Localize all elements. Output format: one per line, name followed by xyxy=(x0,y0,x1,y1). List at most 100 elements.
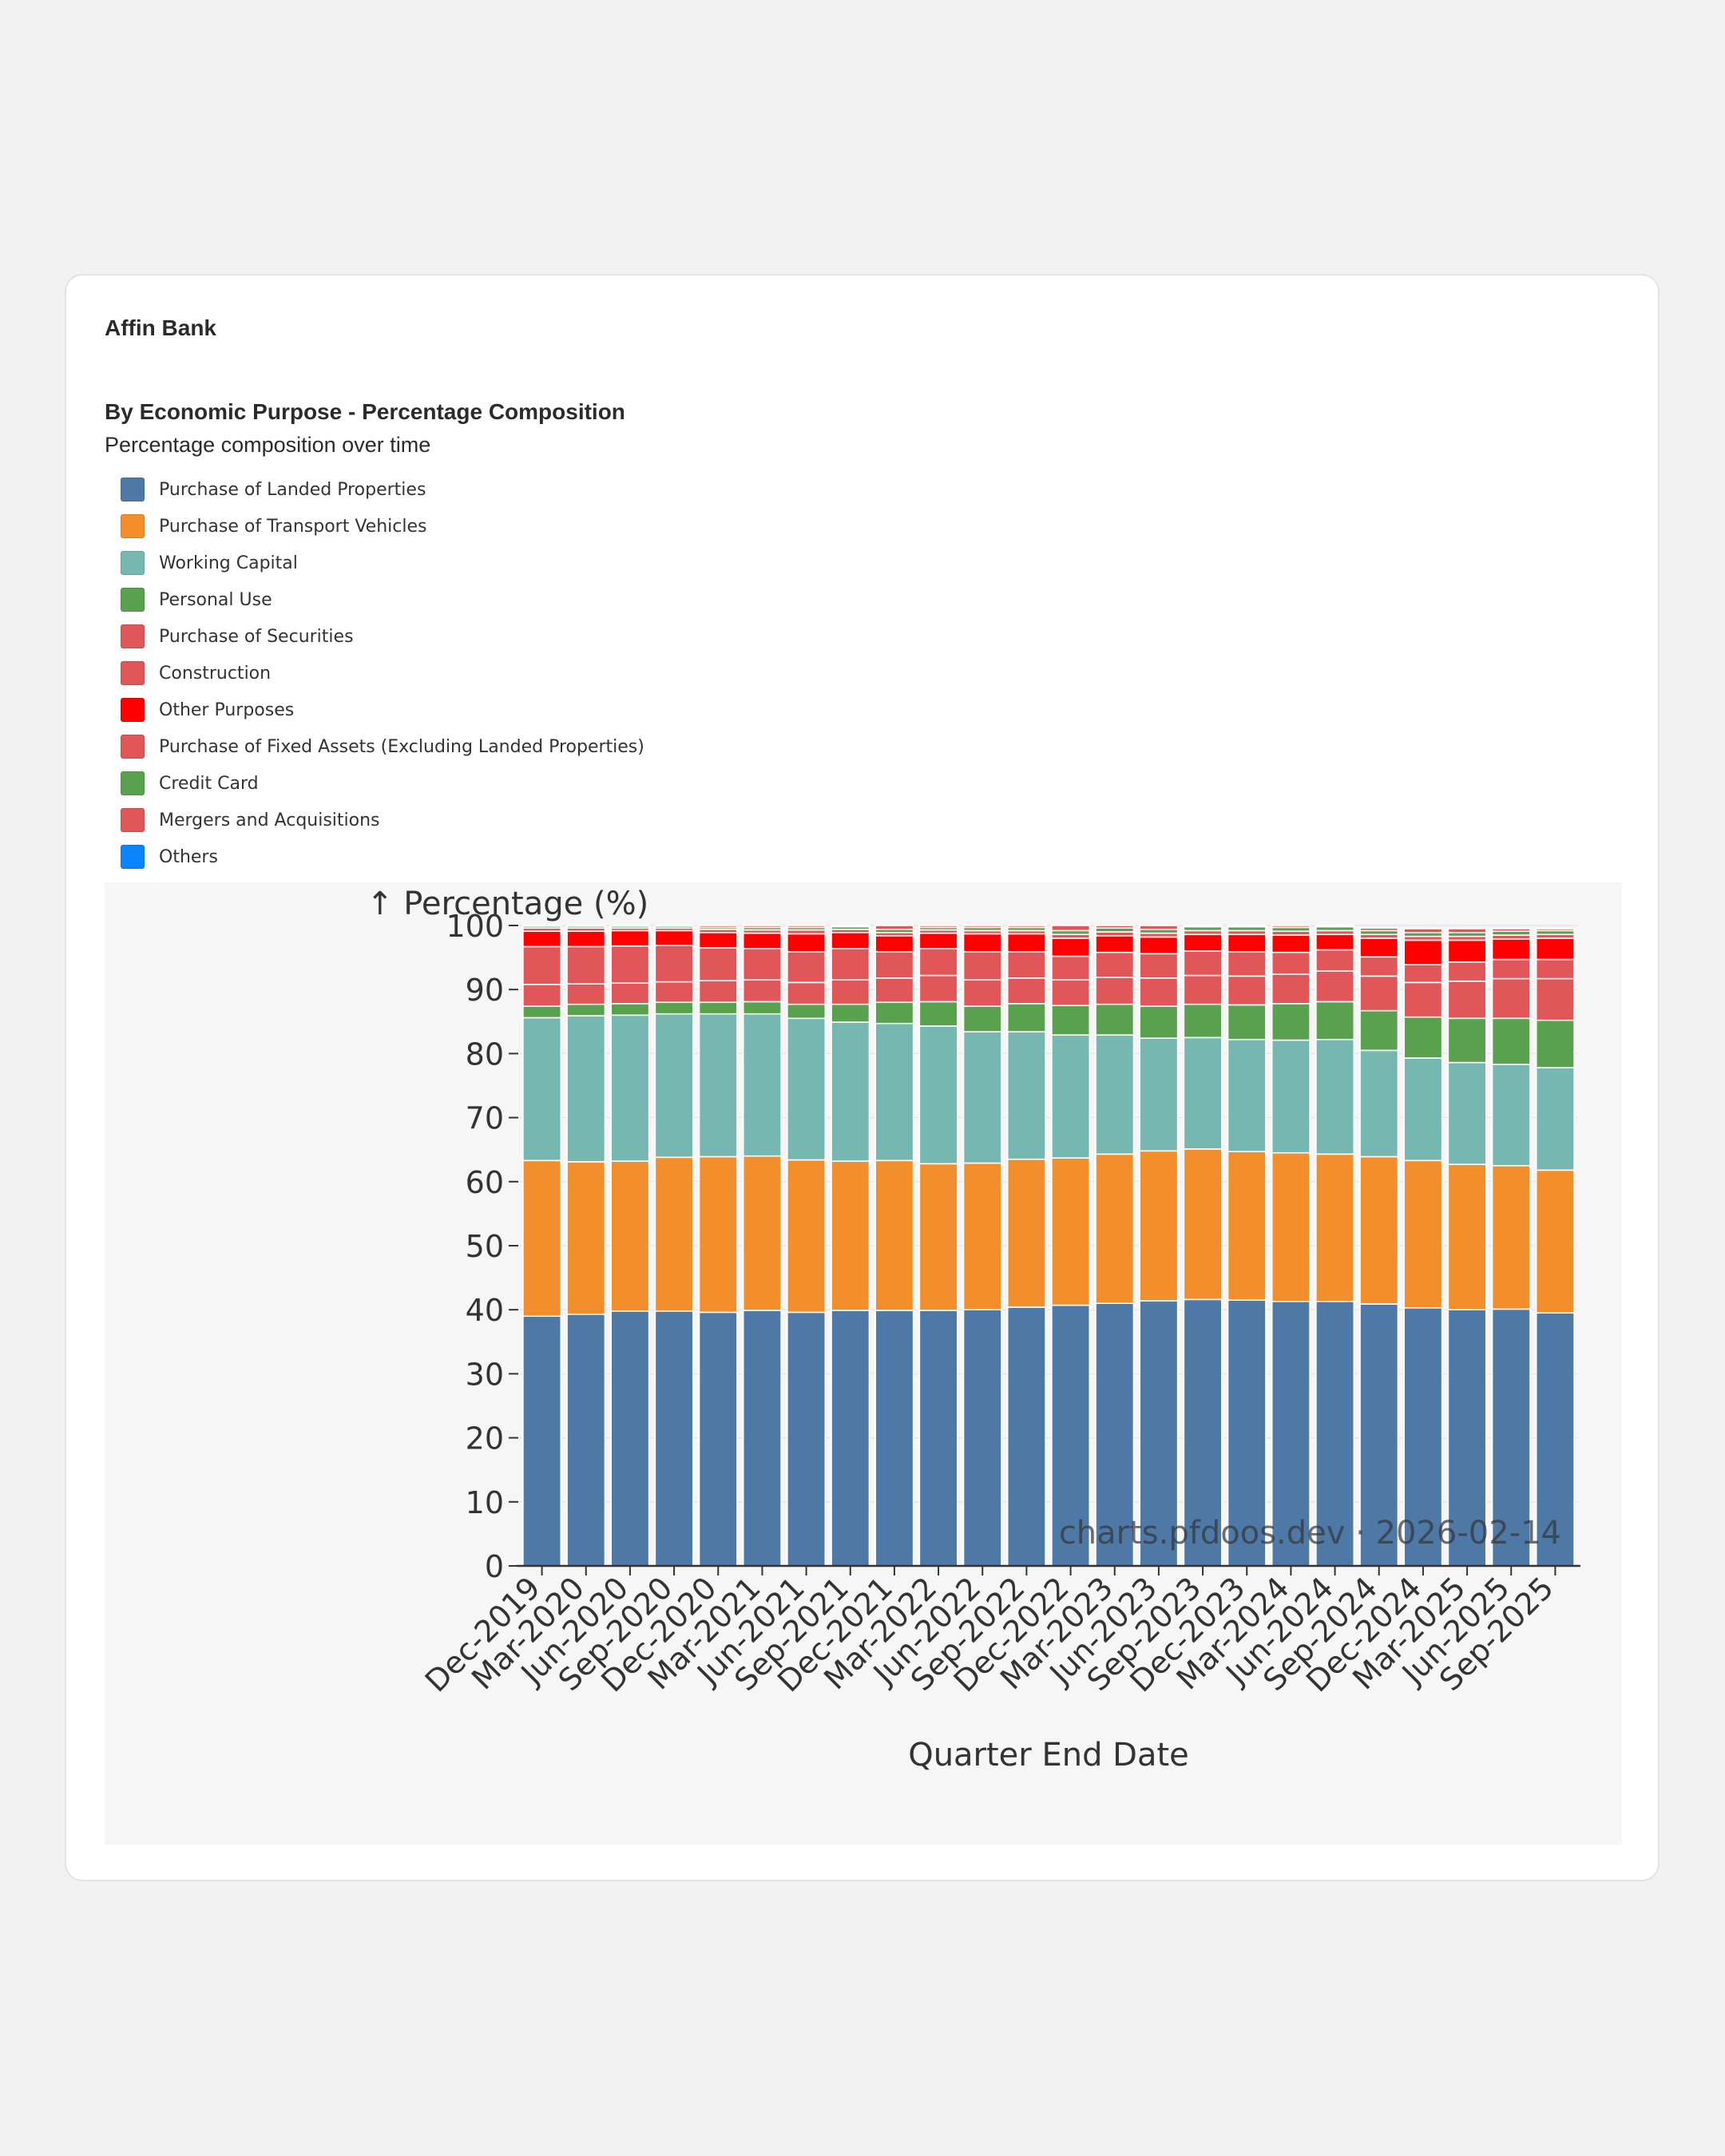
bar-segment-other-purposes xyxy=(1535,937,1575,961)
bar-segment-construction xyxy=(918,948,958,977)
bar-segment-purchase-of-landed-properties xyxy=(1051,1304,1091,1567)
legend-item-construction[interactable]: Construction xyxy=(121,655,644,692)
bar-segment-mergers-and-acquisitions xyxy=(1139,925,1179,930)
bar-segment-purchase-of-securities xyxy=(962,979,1002,1007)
bar-segment-purchase-of-landed-properties xyxy=(787,1311,827,1567)
chart-subtitle: Percentage composition over time xyxy=(105,433,431,457)
bar-segment-purchase-of-transport-vehicles xyxy=(566,1161,606,1315)
plot-area: 0 10 20 30 40 50 60 70 80 90 100 charts.pfdoos.dev … xyxy=(105,882,1622,1845)
bar-segment-personal-use xyxy=(1139,1005,1179,1039)
bar-segment-purchase-of-landed-properties xyxy=(566,1314,606,1567)
legend-item-working-capital[interactable]: Working Capital xyxy=(121,545,644,581)
stacked-bar-chart: 0 10 20 30 40 50 60 70 80 90 100 charts.pfdoos.dev … xyxy=(367,886,1580,1774)
bar-segment-other-purposes xyxy=(610,929,650,947)
bar-segment-purchase-of-transport-vehicles xyxy=(1006,1158,1046,1308)
bar-segment-mergers-and-acquisitions xyxy=(831,925,870,928)
bar-segment-purchase-of-landed-properties xyxy=(1535,1312,1575,1567)
legend-item-others[interactable]: Others xyxy=(121,838,644,875)
bar-segment-purchase-of-transport-vehicles xyxy=(610,1160,650,1312)
bar-segment-working-capital xyxy=(1403,1057,1443,1162)
bar-segment-purchase-of-transport-vehicles xyxy=(831,1160,870,1311)
bar-segment-construction xyxy=(654,945,694,983)
bar-segment-purchase-of-securities xyxy=(918,974,958,1003)
bar-segment-construction xyxy=(962,951,1002,981)
bar-segment-working-capital xyxy=(698,1013,738,1158)
legend-item-purchase-of-securities[interactable]: Purchase of Securities xyxy=(121,618,644,655)
bar-segment-construction xyxy=(1315,949,1355,972)
legend-item-credit-card[interactable]: Credit Card xyxy=(121,765,644,802)
legend-swatch xyxy=(121,661,145,685)
bar-segment-personal-use xyxy=(1535,1019,1575,1068)
y-tick-label: 70 xyxy=(466,1101,504,1136)
bar-segment-purchase-of-transport-vehicles xyxy=(962,1162,1002,1310)
bar-segment-working-capital xyxy=(742,1013,782,1157)
bar-segment-other-purposes xyxy=(698,932,738,949)
bar-segment-purchase-of-landed-properties xyxy=(1006,1306,1046,1567)
bar-segment-other-purposes xyxy=(1447,939,1487,963)
bar-segment-purchase-of-landed-properties xyxy=(742,1310,782,1567)
y-tick-label: 100 xyxy=(446,909,504,944)
bar-segment-working-capital xyxy=(1227,1038,1267,1152)
legend-item-other-purposes[interactable]: Other Purposes xyxy=(121,692,644,728)
y-tick-label: 80 xyxy=(466,1036,504,1072)
bar-segment-purchase-of-securities xyxy=(831,979,870,1005)
legend-swatch xyxy=(121,698,145,722)
bar-segment-personal-use xyxy=(742,1001,782,1015)
bar-segment-purchase-of-landed-properties xyxy=(831,1310,870,1567)
legend-swatch xyxy=(121,624,145,648)
bar-segment-other-purposes xyxy=(918,932,958,949)
bar-segment-purchase-of-securities xyxy=(1006,977,1046,1005)
bar-segment-other-purposes xyxy=(1315,933,1355,951)
bar-segment-mergers-and-acquisitions xyxy=(1006,925,1046,929)
bar-segment-purchase-of-transport-vehicles xyxy=(654,1156,694,1312)
bar-segment-working-capital xyxy=(918,1025,958,1165)
bar-segment-purchase-of-transport-vehicles xyxy=(742,1155,782,1311)
bar-segment-other-purposes xyxy=(742,932,782,949)
bar-segment-working-capital xyxy=(1006,1031,1046,1160)
bar-segment-construction xyxy=(1139,953,1179,979)
bar-segment-personal-use xyxy=(1447,1017,1487,1064)
watermark: charts.pfdoos.dev · 2026-02-14 xyxy=(1059,1515,1561,1552)
y-tick-label: 20 xyxy=(466,1421,504,1456)
bar-segment-other-purposes xyxy=(1006,933,1046,953)
bar-segment-other-purposes xyxy=(1491,938,1531,961)
bar-segment-purchase-of-securities xyxy=(1271,973,1311,1005)
legend-item-personal-use[interactable]: Personal Use xyxy=(121,581,644,618)
bar-segment-purchase-of-transport-vehicles xyxy=(1095,1153,1135,1304)
bar-segment-purchase-of-securities xyxy=(1051,979,1091,1007)
legend-item-mergers-and-acquisitions[interactable]: Mergers and Acquisitions xyxy=(121,802,644,838)
legend-item-purchase-of-fixed-assets-excluding-landed-properties[interactable]: Purchase of Fixed Assets (Excluding Land… xyxy=(121,728,644,765)
bar-segment-purchase-of-securities xyxy=(1447,980,1487,1020)
bar-segment-working-capital xyxy=(1315,1038,1355,1155)
bar-segment-purchase-of-securities xyxy=(742,979,782,1003)
bar-segment-working-capital xyxy=(962,1031,1002,1164)
bar-segment-purchase-of-transport-vehicles xyxy=(1491,1164,1531,1310)
bar-segment-purchase-of-securities xyxy=(654,981,694,1004)
bar-segment-purchase-of-transport-vehicles xyxy=(1271,1151,1311,1302)
legend-label: Purchase of Landed Properties xyxy=(159,479,426,500)
bar-segment-mergers-and-acquisitions xyxy=(654,925,694,927)
legend-item-purchase-of-transport-vehicles[interactable]: Purchase of Transport Vehicles xyxy=(121,508,644,545)
bar-segment-construction xyxy=(698,947,738,981)
bar-segment-personal-use xyxy=(522,1005,562,1019)
legend-label: Construction xyxy=(159,663,272,684)
bar-segment-mergers-and-acquisitions xyxy=(874,925,914,930)
bar-segment-working-capital xyxy=(1491,1064,1531,1167)
bar-segment-other-purposes xyxy=(831,932,870,949)
y-tick-label: 10 xyxy=(466,1485,504,1520)
bar-segment-other-purposes xyxy=(1227,933,1267,953)
bar-segment-purchase-of-transport-vehicles xyxy=(1315,1153,1355,1302)
bar-segment-other-purposes xyxy=(1271,934,1311,953)
bar-segment-construction xyxy=(1447,961,1487,982)
bar-segment-purchase-of-transport-vehicles xyxy=(787,1159,827,1314)
bar-segment-personal-use xyxy=(1315,1001,1355,1040)
bar-segment-purchase-of-landed-properties xyxy=(654,1310,694,1567)
bar-segment-purchase-of-landed-properties xyxy=(918,1310,958,1567)
bar-segment-other-purposes xyxy=(1051,937,1091,957)
bar-segment-purchase-of-securities xyxy=(698,980,738,1004)
bar-segment-personal-use xyxy=(874,1001,914,1024)
chart-card: Affin Bank By Economic Purpose - Percent… xyxy=(65,274,1660,1881)
bar-segment-purchase-of-transport-vehicles xyxy=(1051,1157,1091,1306)
legend-item-purchase-of-landed-properties[interactable]: Purchase of Landed Properties xyxy=(121,471,644,508)
bar-segment-other-purposes xyxy=(1183,933,1223,952)
